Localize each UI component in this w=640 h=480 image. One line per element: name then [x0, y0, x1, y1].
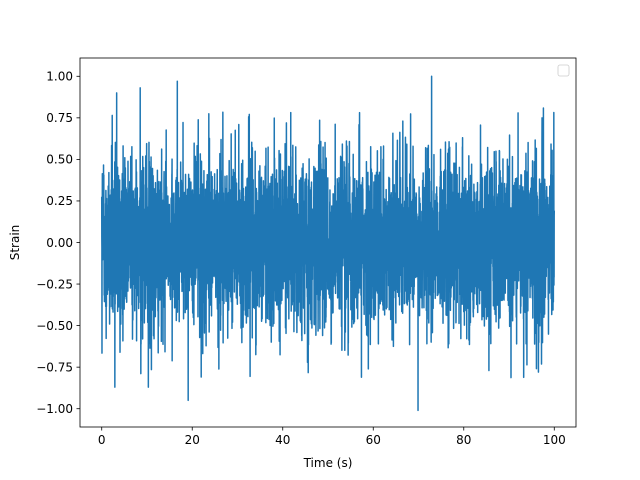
y-tick-label: 0.75 — [46, 111, 73, 125]
x-tick-label: 60 — [366, 433, 381, 447]
x-tick-label: 80 — [456, 433, 471, 447]
x-tick-label: 100 — [543, 433, 566, 447]
y-tick-label: −1.00 — [36, 402, 73, 416]
series-line — [100, 75, 556, 412]
y-axis-title: Strain — [8, 225, 22, 261]
legend-box — [557, 64, 570, 77]
series-layer — [100, 75, 556, 412]
y-tick-label: 0.00 — [46, 236, 73, 250]
y-tick-label: 1.00 — [46, 70, 73, 84]
x-axis-title: Time (s) — [303, 456, 353, 470]
x-tick-label: 20 — [185, 433, 200, 447]
x-tick-label: 40 — [275, 433, 290, 447]
x-tick-label: 0 — [98, 433, 106, 447]
axes-layer: 0 20 40 60 80 100 −1.00 −0.75 −0.50 −0.25 0.00 0.25… — [36, 70, 566, 447]
y-tick-label: −0.50 — [36, 319, 73, 333]
plot-frame — [79, 57, 577, 428]
y-tick-label: 0.25 — [46, 194, 73, 208]
y-tick-label: −0.75 — [36, 360, 73, 374]
y-tick-label: 0.50 — [46, 153, 73, 167]
y-tick-label: −0.25 — [36, 277, 73, 291]
legend — [557, 64, 570, 77]
